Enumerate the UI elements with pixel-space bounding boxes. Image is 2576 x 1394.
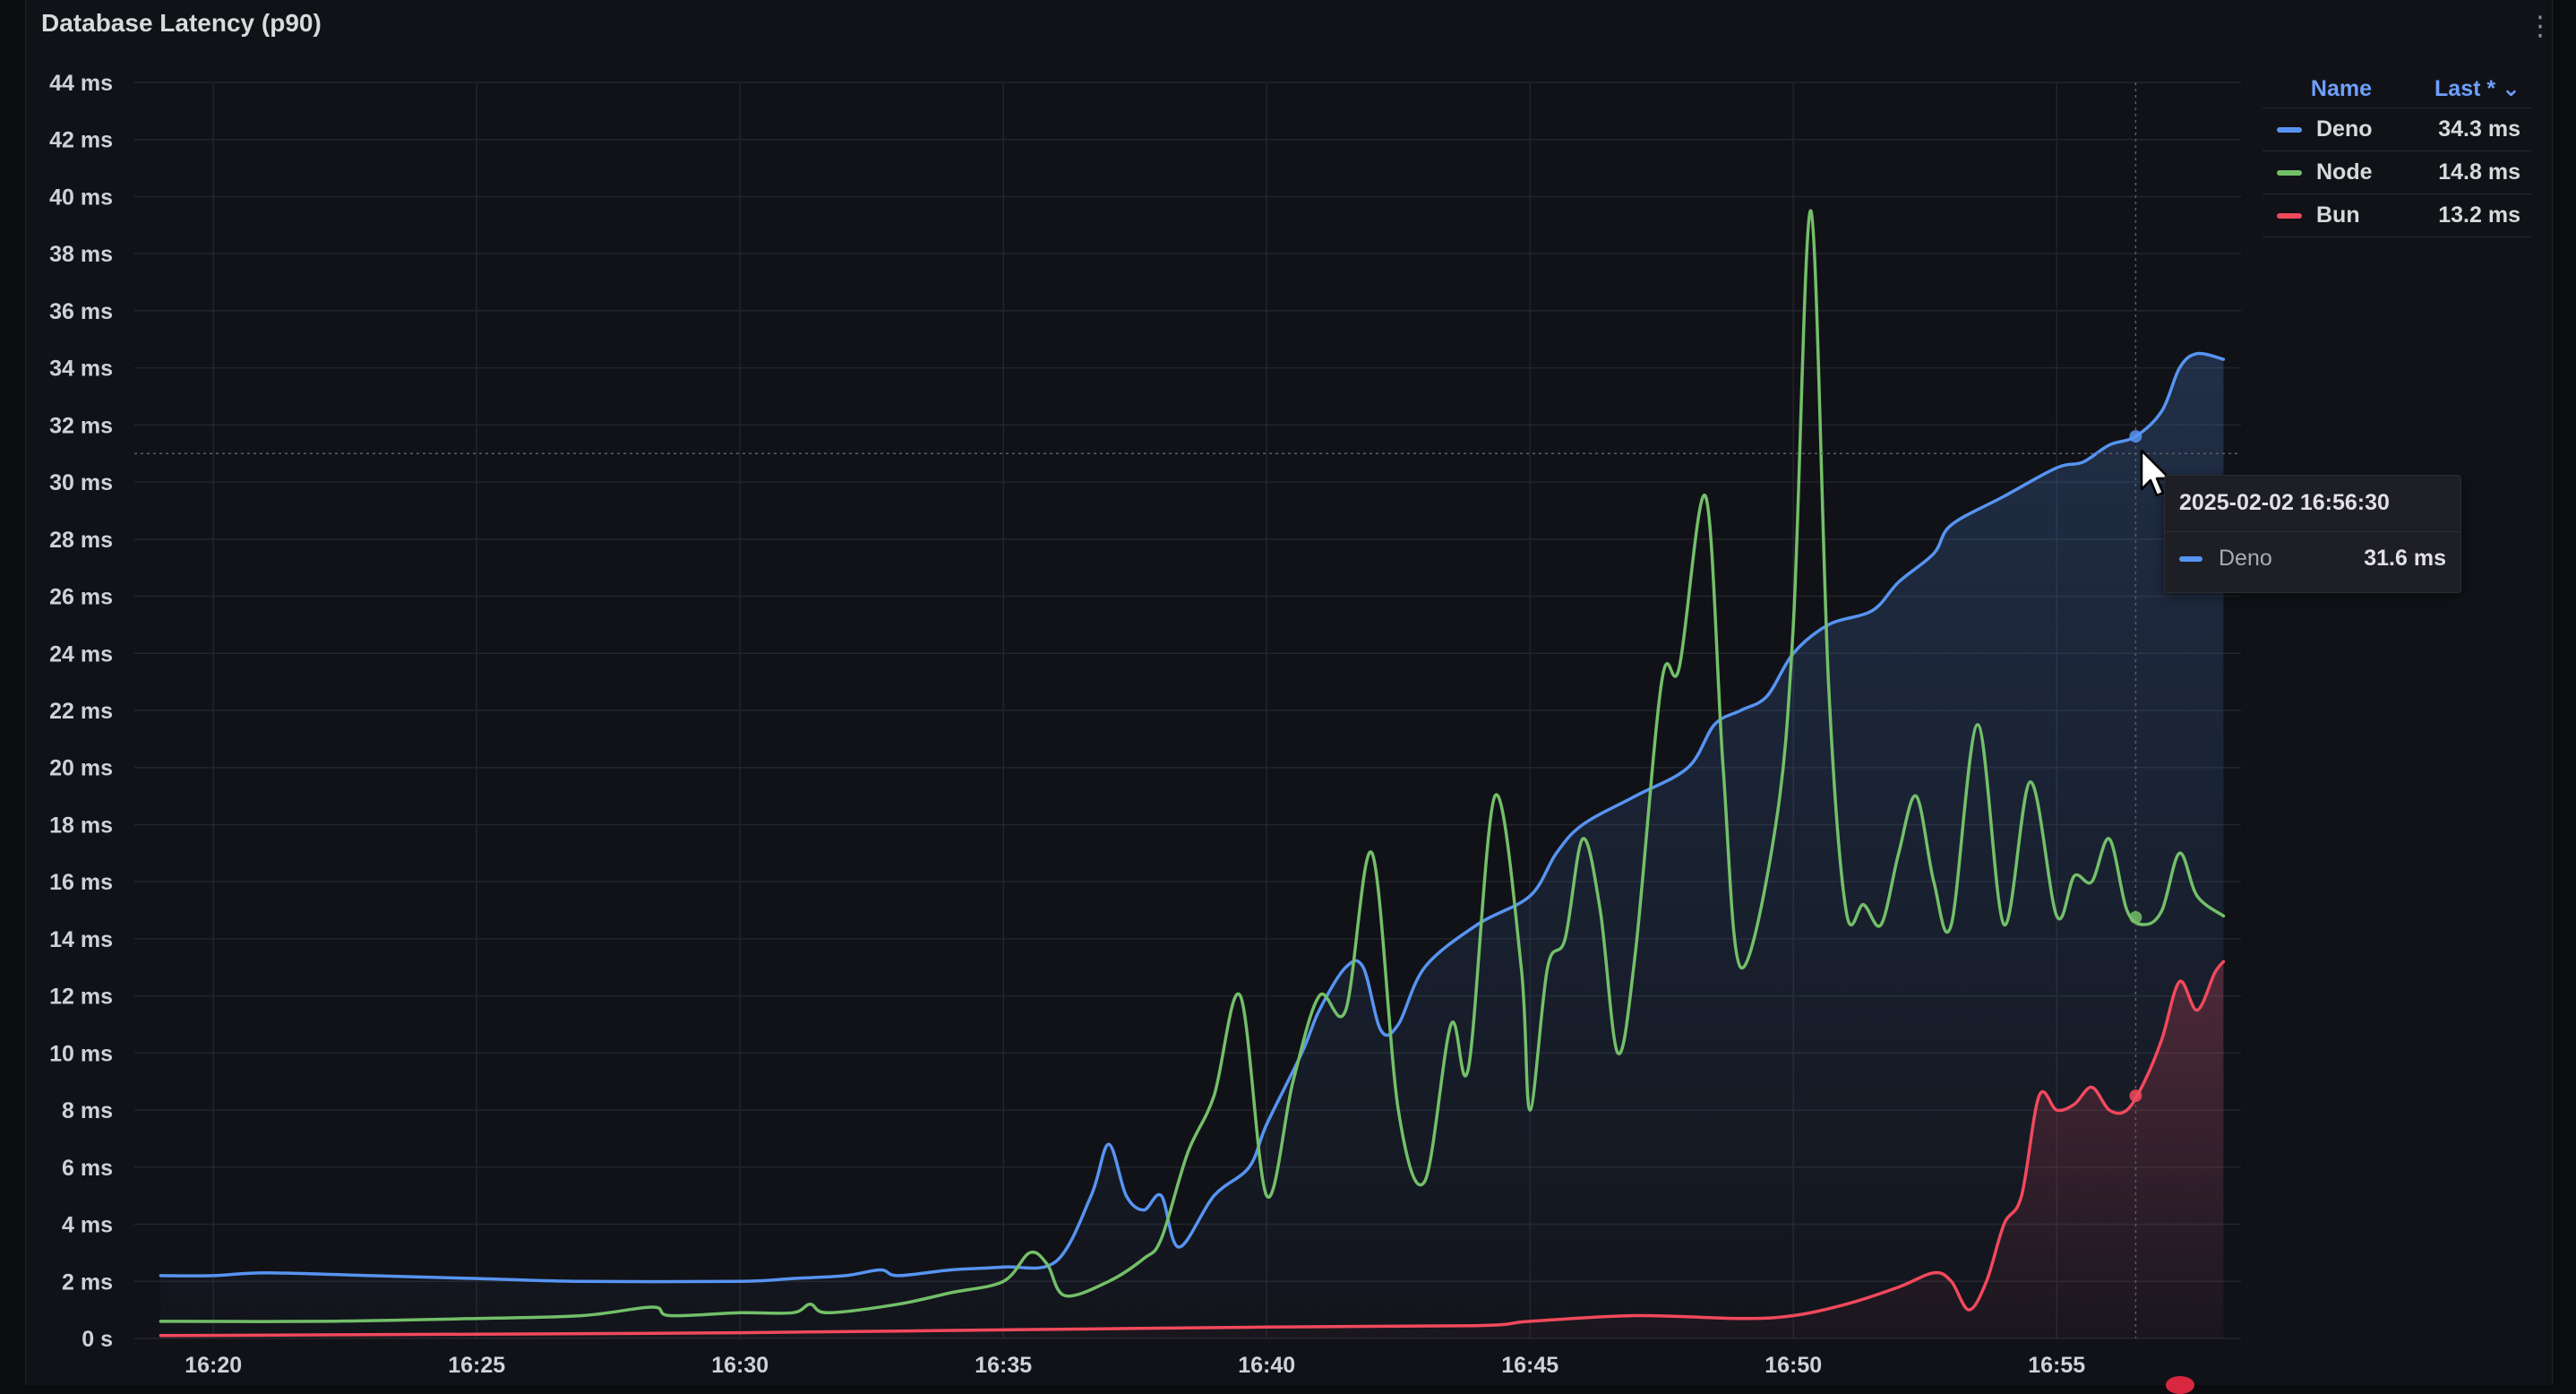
legend-table: Name Last * ⌄ Deno 34.3 ms Node 14.8 ms … bbox=[2263, 70, 2531, 237]
y-tick-label: 20 ms bbox=[49, 756, 113, 781]
y-axis: 0 s 2 ms 4 ms 6 ms 8 ms 10 ms 12 ms 14 ms 16 ms 1… bbox=[49, 71, 113, 1352]
x-tick-label: 16:20 bbox=[185, 1353, 242, 1378]
x-tick-label: 16:30 bbox=[711, 1353, 769, 1378]
legend-item-last: 13.2 ms bbox=[2438, 202, 2520, 228]
y-tick-label: 24 ms bbox=[49, 641, 113, 667]
tooltip-swatch bbox=[2179, 555, 2202, 562]
y-tick-label: 28 ms bbox=[49, 528, 113, 553]
y-tick-label: 0 s bbox=[82, 1327, 113, 1352]
y-tick-label: 34 ms bbox=[49, 357, 113, 382]
tooltip-series-row: Deno 31.6 ms bbox=[2179, 546, 2446, 572]
series-area-bun bbox=[160, 961, 2224, 1338]
more-vertical-icon[interactable]: ⋮ bbox=[2527, 12, 2554, 41]
series-line-deno[interactable] bbox=[159, 351, 2226, 1284]
x-tick-label: 16:35 bbox=[975, 1353, 1032, 1378]
hover-point-node bbox=[2129, 911, 2142, 925]
y-tick-label: 16 ms bbox=[49, 870, 113, 895]
y-tick-label: 44 ms bbox=[49, 71, 113, 96]
hover-point-bun bbox=[2129, 1089, 2142, 1103]
legend-item-name: Bun bbox=[2316, 202, 2360, 228]
x-axis: 16:20 16:25 16:30 16:35 16:40 16:45 16:50 16:55 bbox=[185, 1353, 2085, 1378]
y-tick-label: 26 ms bbox=[49, 585, 113, 610]
series-line-node[interactable] bbox=[159, 209, 2226, 1323]
series-lines bbox=[159, 209, 2226, 1338]
legend-item-node[interactable]: Node 14.8 ms bbox=[2263, 151, 2531, 194]
y-tick-label: 22 ms bbox=[49, 699, 113, 724]
hover-crosshair bbox=[134, 82, 2241, 1338]
series-areas bbox=[160, 353, 2224, 1339]
legend-swatch bbox=[2277, 169, 2302, 176]
series-line-bun[interactable] bbox=[159, 959, 2226, 1338]
tooltip-divider bbox=[2165, 531, 2460, 532]
legend-header: Name Last * ⌄ bbox=[2263, 70, 2531, 108]
y-tick-label: 40 ms bbox=[49, 185, 113, 210]
y-tick-label: 12 ms bbox=[49, 985, 113, 1010]
legend-item-last: 14.8 ms bbox=[2438, 159, 2520, 185]
hover-point-deno bbox=[2129, 430, 2142, 443]
y-tick-label: 10 ms bbox=[49, 1041, 113, 1066]
series-area-deno bbox=[160, 353, 2224, 1339]
series-marker-dot bbox=[2166, 1376, 2194, 1394]
y-tick-label: 4 ms bbox=[62, 1213, 113, 1238]
legend-header-name[interactable]: Name bbox=[2310, 75, 2372, 101]
panel-title: Database Latency (p90) bbox=[41, 9, 322, 37]
hover-tooltip: 2025-02-02 16:56:30 Deno 31.6 ms bbox=[2164, 475, 2461, 593]
y-tick-label: 30 ms bbox=[49, 470, 113, 495]
legend-item-bun[interactable]: Bun 13.2 ms bbox=[2263, 194, 2531, 237]
tooltip-series-value: 31.6 ms bbox=[2364, 546, 2446, 571]
y-tick-label: 32 ms bbox=[49, 413, 113, 438]
y-tick-label: 38 ms bbox=[49, 242, 113, 267]
legend-item-name: Deno bbox=[2316, 116, 2373, 142]
x-tick-label: 16:50 bbox=[1765, 1353, 1822, 1378]
legend-item-last: 34.3 ms bbox=[2438, 116, 2520, 142]
legend-item-deno[interactable]: Deno 34.3 ms bbox=[2263, 108, 2531, 151]
legend-header-last[interactable]: Last * ⌄ bbox=[2434, 76, 2520, 101]
legend-item-name: Node bbox=[2316, 159, 2373, 185]
legend-swatch bbox=[2277, 126, 2302, 133]
tooltip-time: 2025-02-02 16:56:30 bbox=[2179, 490, 2390, 515]
tooltip-series-name: Deno bbox=[2219, 546, 2272, 571]
y-tick-label: 6 ms bbox=[62, 1156, 113, 1181]
y-tick-label: 2 ms bbox=[62, 1269, 113, 1295]
y-tick-label: 18 ms bbox=[49, 813, 113, 838]
x-tick-label: 16:45 bbox=[1501, 1353, 1558, 1378]
x-tick-label: 16:25 bbox=[448, 1353, 505, 1378]
x-tick-label: 16:55 bbox=[2028, 1353, 2085, 1378]
x-tick-label: 16:40 bbox=[1238, 1353, 1295, 1378]
y-tick-label: 14 ms bbox=[49, 927, 113, 952]
y-tick-label: 8 ms bbox=[62, 1098, 113, 1123]
legend-swatch bbox=[2277, 212, 2302, 219]
y-tick-label: 36 ms bbox=[49, 299, 113, 324]
y-tick-label: 42 ms bbox=[49, 128, 113, 153]
